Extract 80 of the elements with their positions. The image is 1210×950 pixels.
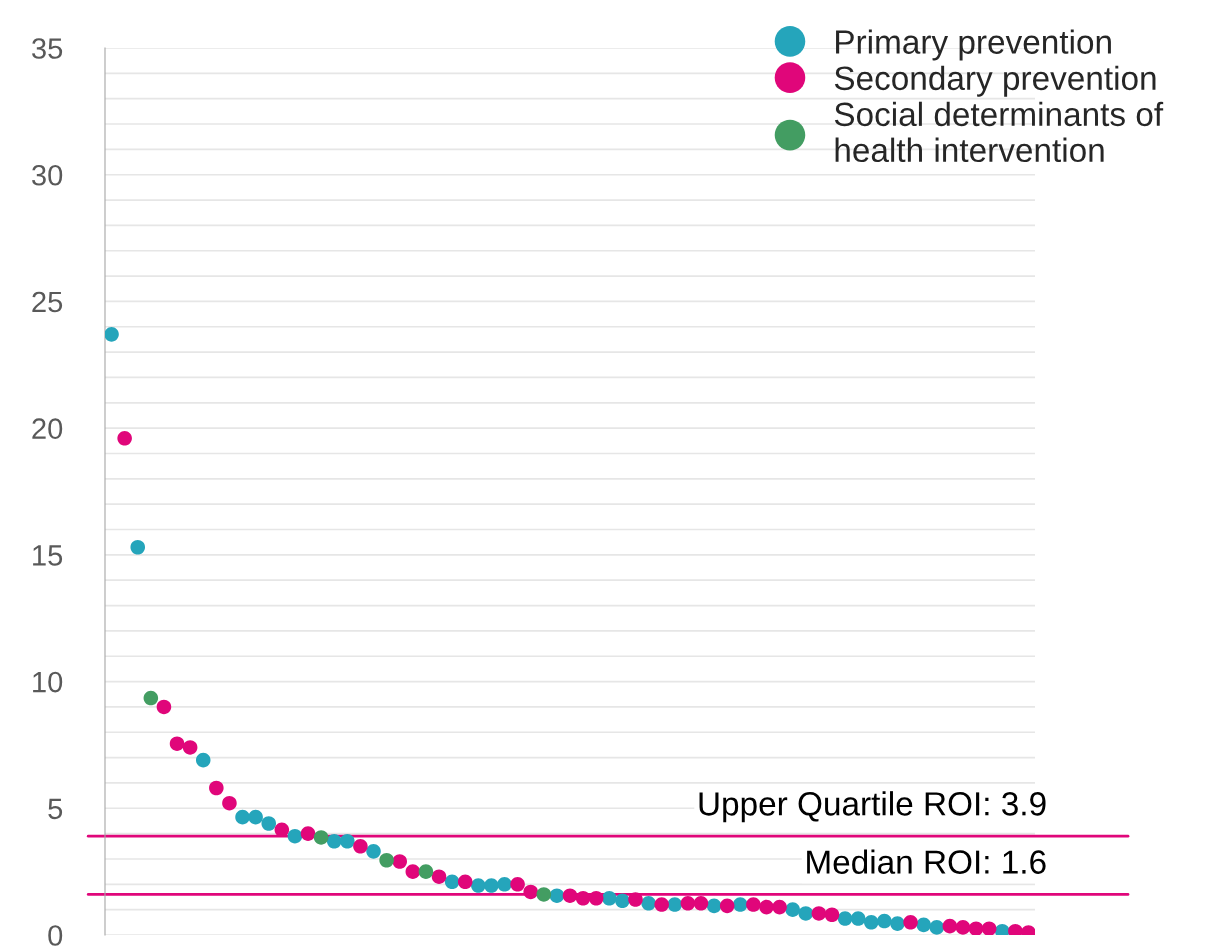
point	[733, 897, 748, 912]
y-tick-label: 30	[32, 164, 63, 186]
point	[837, 911, 853, 926]
point	[457, 874, 473, 890]
point	[182, 740, 198, 755]
point	[850, 911, 866, 926]
point	[169, 736, 185, 751]
point	[654, 897, 669, 912]
point	[824, 907, 840, 923]
legend-label: Social determinants of health intervention	[834, 101, 1164, 163]
legend-label: Secondary prevention	[834, 65, 1156, 97]
point	[326, 833, 342, 849]
point	[195, 752, 211, 768]
point	[798, 906, 814, 921]
point	[903, 915, 918, 930]
point	[588, 890, 604, 906]
point	[248, 809, 263, 825]
point	[523, 884, 538, 900]
point	[209, 780, 224, 796]
point	[877, 913, 892, 929]
point	[929, 920, 945, 935]
point	[444, 874, 460, 890]
point	[942, 918, 958, 934]
point	[667, 897, 683, 912]
point	[130, 539, 146, 555]
y-tick-label: 35	[32, 38, 63, 59]
point	[602, 890, 617, 906]
point	[693, 896, 709, 911]
y-tick-label: 5	[48, 798, 63, 820]
point	[300, 826, 316, 841]
point	[955, 920, 971, 935]
ref-line-label: Upper Quartile ROI: 3.9	[699, 791, 1046, 823]
point	[772, 899, 787, 915]
point	[746, 897, 761, 912]
point	[628, 892, 643, 907]
point	[916, 917, 931, 933]
point	[261, 816, 277, 831]
point	[811, 906, 827, 921]
point	[497, 877, 512, 892]
point	[510, 877, 525, 892]
y-tick-label: 25	[32, 291, 63, 313]
legend-label: Primary prevention	[836, 29, 1111, 61]
point	[706, 898, 722, 914]
point	[484, 878, 499, 893]
point	[641, 896, 656, 911]
point	[405, 864, 421, 879]
point	[392, 854, 407, 869]
point	[471, 878, 486, 893]
point	[981, 921, 997, 935]
point	[379, 852, 394, 868]
point	[105, 327, 119, 342]
y-tick-label: 15	[33, 545, 63, 566]
point	[222, 795, 237, 811]
point	[431, 869, 447, 884]
point	[235, 809, 250, 825]
point	[143, 690, 159, 706]
point	[536, 887, 552, 902]
point	[719, 898, 735, 914]
point	[680, 896, 696, 911]
point	[615, 893, 630, 909]
point	[340, 833, 355, 849]
ref-line-label: Median ROI: 1.6	[807, 849, 1046, 874]
point	[785, 902, 800, 917]
point	[575, 890, 591, 906]
point	[562, 888, 578, 903]
y-tick-label: 20	[32, 418, 63, 439]
point	[287, 828, 303, 844]
point	[353, 839, 368, 854]
point	[313, 830, 329, 845]
point	[117, 431, 132, 446]
point	[863, 915, 879, 930]
y-tick-label: 10	[33, 671, 63, 693]
point	[968, 921, 984, 935]
y-tick-label: 0	[48, 925, 63, 946]
point	[549, 888, 565, 903]
point	[890, 916, 905, 931]
point	[418, 864, 434, 879]
point	[759, 899, 774, 915]
point	[366, 844, 381, 859]
point	[156, 699, 172, 715]
